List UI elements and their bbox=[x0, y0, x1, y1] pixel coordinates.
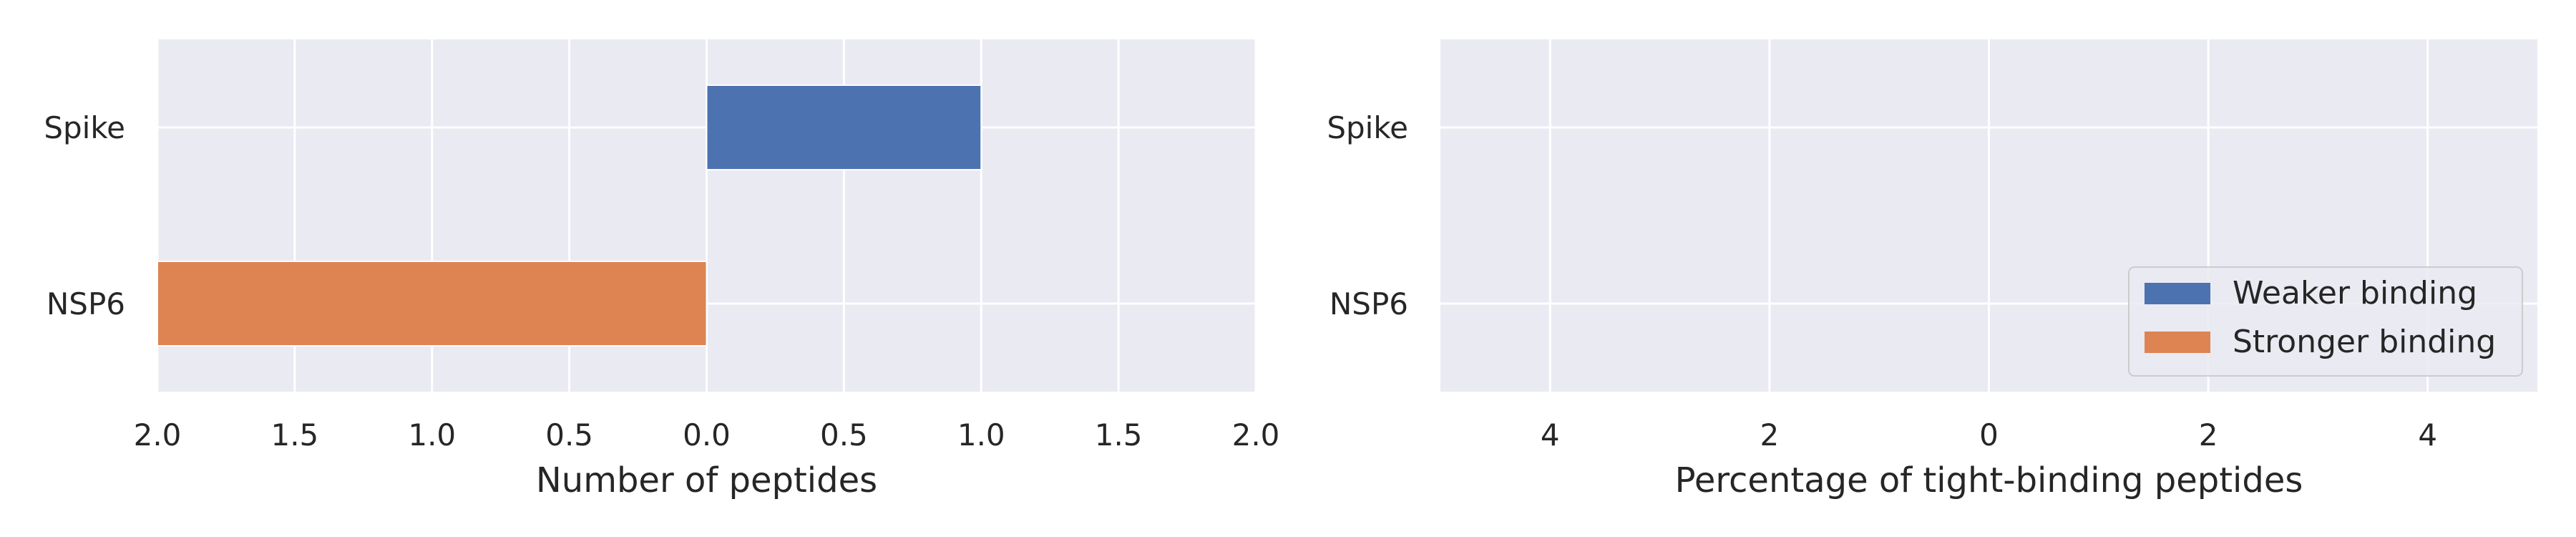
x-tick-label: 2 bbox=[2199, 417, 2218, 453]
category-label-spike: Spike bbox=[1327, 110, 1408, 145]
category-label-spike: Spike bbox=[44, 110, 125, 145]
x-tick-label: 1.0 bbox=[957, 417, 1005, 453]
x-tick-label: 0.5 bbox=[545, 417, 593, 453]
legend-label-weaker: Weaker binding bbox=[2233, 275, 2477, 311]
x-axis-title: Number of peptides bbox=[536, 460, 877, 500]
x-tick-label: 2.0 bbox=[134, 417, 182, 453]
legend-swatch-stronger bbox=[2145, 332, 2210, 353]
legend-box bbox=[2128, 266, 2523, 377]
x-tick-label: 2 bbox=[1760, 417, 1780, 453]
bar-weaker-spike bbox=[706, 84, 982, 171]
x-axis-title: Percentage of tight-binding peptides bbox=[1675, 460, 2303, 500]
x-tick-label: 1.0 bbox=[408, 417, 456, 453]
x-tick-label: 0.5 bbox=[820, 417, 868, 453]
x-tick-label: 1.5 bbox=[1095, 417, 1143, 453]
x-tick-label: 4 bbox=[1541, 417, 1560, 453]
x-tick-label: 2.0 bbox=[1232, 417, 1280, 453]
legend-swatch-weaker bbox=[2145, 283, 2210, 304]
category-label-nsp6: NSP6 bbox=[1330, 286, 1408, 321]
x-tick-label: 1.5 bbox=[270, 417, 318, 453]
x-tick-label: 0 bbox=[1979, 417, 1999, 453]
x-tick-label: 4 bbox=[2418, 417, 2437, 453]
x-tick-label: 0.0 bbox=[683, 417, 731, 453]
legend-label-stronger: Stronger binding bbox=[2233, 324, 2496, 360]
category-label-nsp6: NSP6 bbox=[47, 286, 125, 321]
bar-stronger-nsp6 bbox=[157, 260, 708, 347]
